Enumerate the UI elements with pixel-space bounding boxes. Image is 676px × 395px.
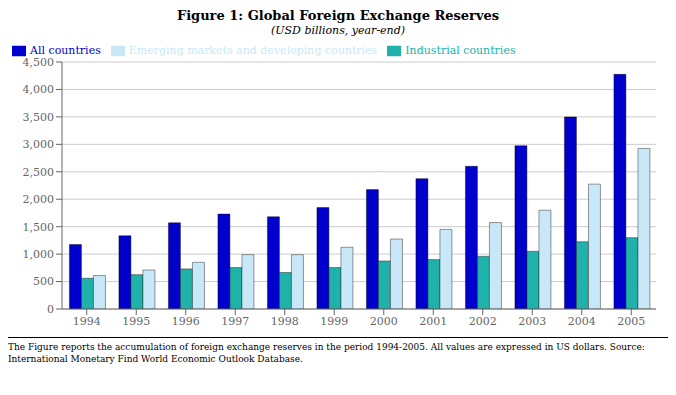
html-text:(USD billions, year-end): (USD billions, year-end) xyxy=(271,24,405,37)
svg-text:4,500: 4,500 xyxy=(23,56,55,69)
svg-text:1997: 1997 xyxy=(221,315,249,328)
svg-text:2,000: 2,000 xyxy=(23,193,55,206)
html-text:All countries: All countries xyxy=(30,44,101,57)
svg-text:0: 0 xyxy=(47,303,54,316)
svg-text:1,500: 1,500 xyxy=(23,221,55,234)
svg-text:2005: 2005 xyxy=(617,315,645,328)
html-text:The Figure reports the accumul: The Figure reports the accumulation of f… xyxy=(8,342,645,364)
svg-text:2001: 2001 xyxy=(419,315,447,328)
svg-text:2004: 2004 xyxy=(568,315,596,328)
svg-text:1,000: 1,000 xyxy=(23,248,55,261)
svg-text:1995: 1995 xyxy=(122,315,150,328)
svg-text:2,500: 2,500 xyxy=(23,166,55,179)
html-text:Emerging markets and developin: Emerging markets and developing countrie… xyxy=(128,44,378,57)
html-text:Figure 1: Global Foreign Excha: Figure 1: Global Foreign Exchange Reserv… xyxy=(176,8,500,23)
svg-text:2002: 2002 xyxy=(469,315,497,328)
html-text:Industrial countries: Industrial countries xyxy=(405,44,516,57)
svg-text:1996: 1996 xyxy=(172,315,200,328)
svg-text:3,000: 3,000 xyxy=(23,138,55,151)
svg-text:500: 500 xyxy=(33,275,54,288)
svg-text:1994: 1994 xyxy=(73,315,101,328)
svg-text:2000: 2000 xyxy=(370,315,398,328)
svg-text:2003: 2003 xyxy=(518,315,546,328)
svg-text:1998: 1998 xyxy=(271,315,299,328)
svg-text:1999: 1999 xyxy=(320,315,348,328)
svg-text:4,000: 4,000 xyxy=(23,83,55,96)
svg-text:3,500: 3,500 xyxy=(23,111,55,124)
